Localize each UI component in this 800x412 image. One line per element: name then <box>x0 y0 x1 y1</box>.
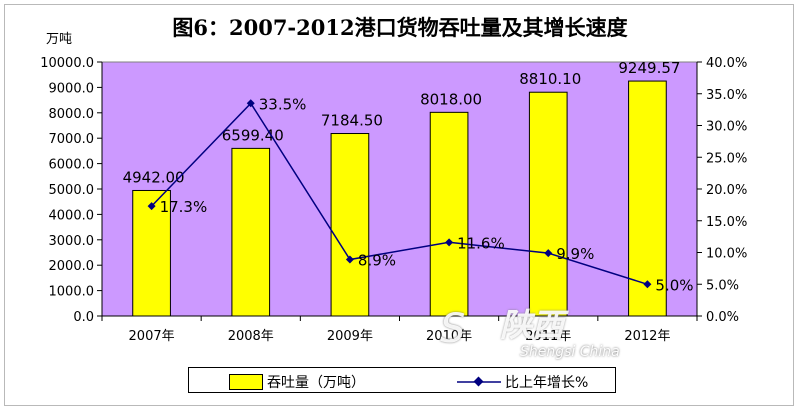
left-axis-tick-label: 4000.0 <box>49 208 95 223</box>
x-axis-tick-label: 2008年 <box>228 329 274 344</box>
left-axis-tick-label: 2000.0 <box>49 259 95 274</box>
left-axis-tick-label: 7000.0 <box>49 132 95 147</box>
bar <box>529 92 567 316</box>
plot-area <box>102 62 697 316</box>
watermark-logo: S 陕西 Shengsi China <box>440 300 670 370</box>
line-value-label: 17.3% <box>160 198 208 216</box>
right-axis-tick-label: 25.0% <box>706 151 747 166</box>
left-axis-tick-label: 1000.0 <box>49 285 95 300</box>
bar <box>430 112 468 316</box>
bar <box>232 148 270 316</box>
left-axis-tick-label: 5000.0 <box>49 183 95 198</box>
watermark-swirl: S <box>440 306 465 352</box>
right-axis-tick-label: 0.0% <box>706 310 739 325</box>
legend-line-label: 比上年增长% <box>505 372 588 392</box>
x-axis-tick-label: 2009年 <box>327 329 373 344</box>
watermark-english-text: Shengsi China <box>520 344 620 360</box>
legend-bar-swatch <box>229 374 263 390</box>
right-axis-tick-label: 30.0% <box>706 120 747 135</box>
right-axis-tick-label: 5.0% <box>706 278 739 293</box>
right-axis-tick-label: 15.0% <box>706 215 747 230</box>
left-axis-tick-label: 6000.0 <box>49 158 95 173</box>
line-value-label: 11.6% <box>457 234 505 252</box>
right-axis-tick-label: 20.0% <box>706 183 747 198</box>
legend-bar-label: 吞吐量（万吨） <box>267 372 365 392</box>
line-value-label: 33.5% <box>259 95 307 113</box>
bar-value-label: 8810.10 <box>519 70 581 88</box>
right-axis-tick-label: 10.0% <box>706 247 747 262</box>
bar-value-label: 4942.00 <box>123 168 185 186</box>
left-axis-tick-label: 10000.0 <box>40 56 94 71</box>
x-axis-tick-label: 2007年 <box>129 329 175 344</box>
left-axis-tick-label: 3000.0 <box>49 234 95 249</box>
bar-value-label: 8018.00 <box>420 90 482 108</box>
line-value-label: 5.0% <box>655 276 693 294</box>
legend-item-bars: 吞吐量（万吨） <box>229 372 365 392</box>
line-value-label: 8.9% <box>358 251 396 269</box>
right-axis-tick-label: 35.0% <box>706 88 747 103</box>
bar <box>331 134 369 316</box>
right-axis-tick-label: 40.0% <box>706 56 747 71</box>
bar-value-label: 9249.57 <box>618 59 680 77</box>
legend-line-swatch <box>457 375 501 389</box>
left-axis-tick-label: 8000.0 <box>49 107 95 122</box>
legend-item-line: 比上年增长% <box>457 372 588 392</box>
left-axis-tick-label: 0.0 <box>73 310 94 325</box>
watermark-chinese-text: 陕西 <box>500 300 564 346</box>
line-value-label: 9.9% <box>556 245 594 263</box>
bar-value-label: 7184.50 <box>321 112 383 130</box>
left-axis-tick-label: 9000.0 <box>49 81 95 96</box>
legend: 吞吐量（万吨） 比上年增长% <box>188 367 616 393</box>
